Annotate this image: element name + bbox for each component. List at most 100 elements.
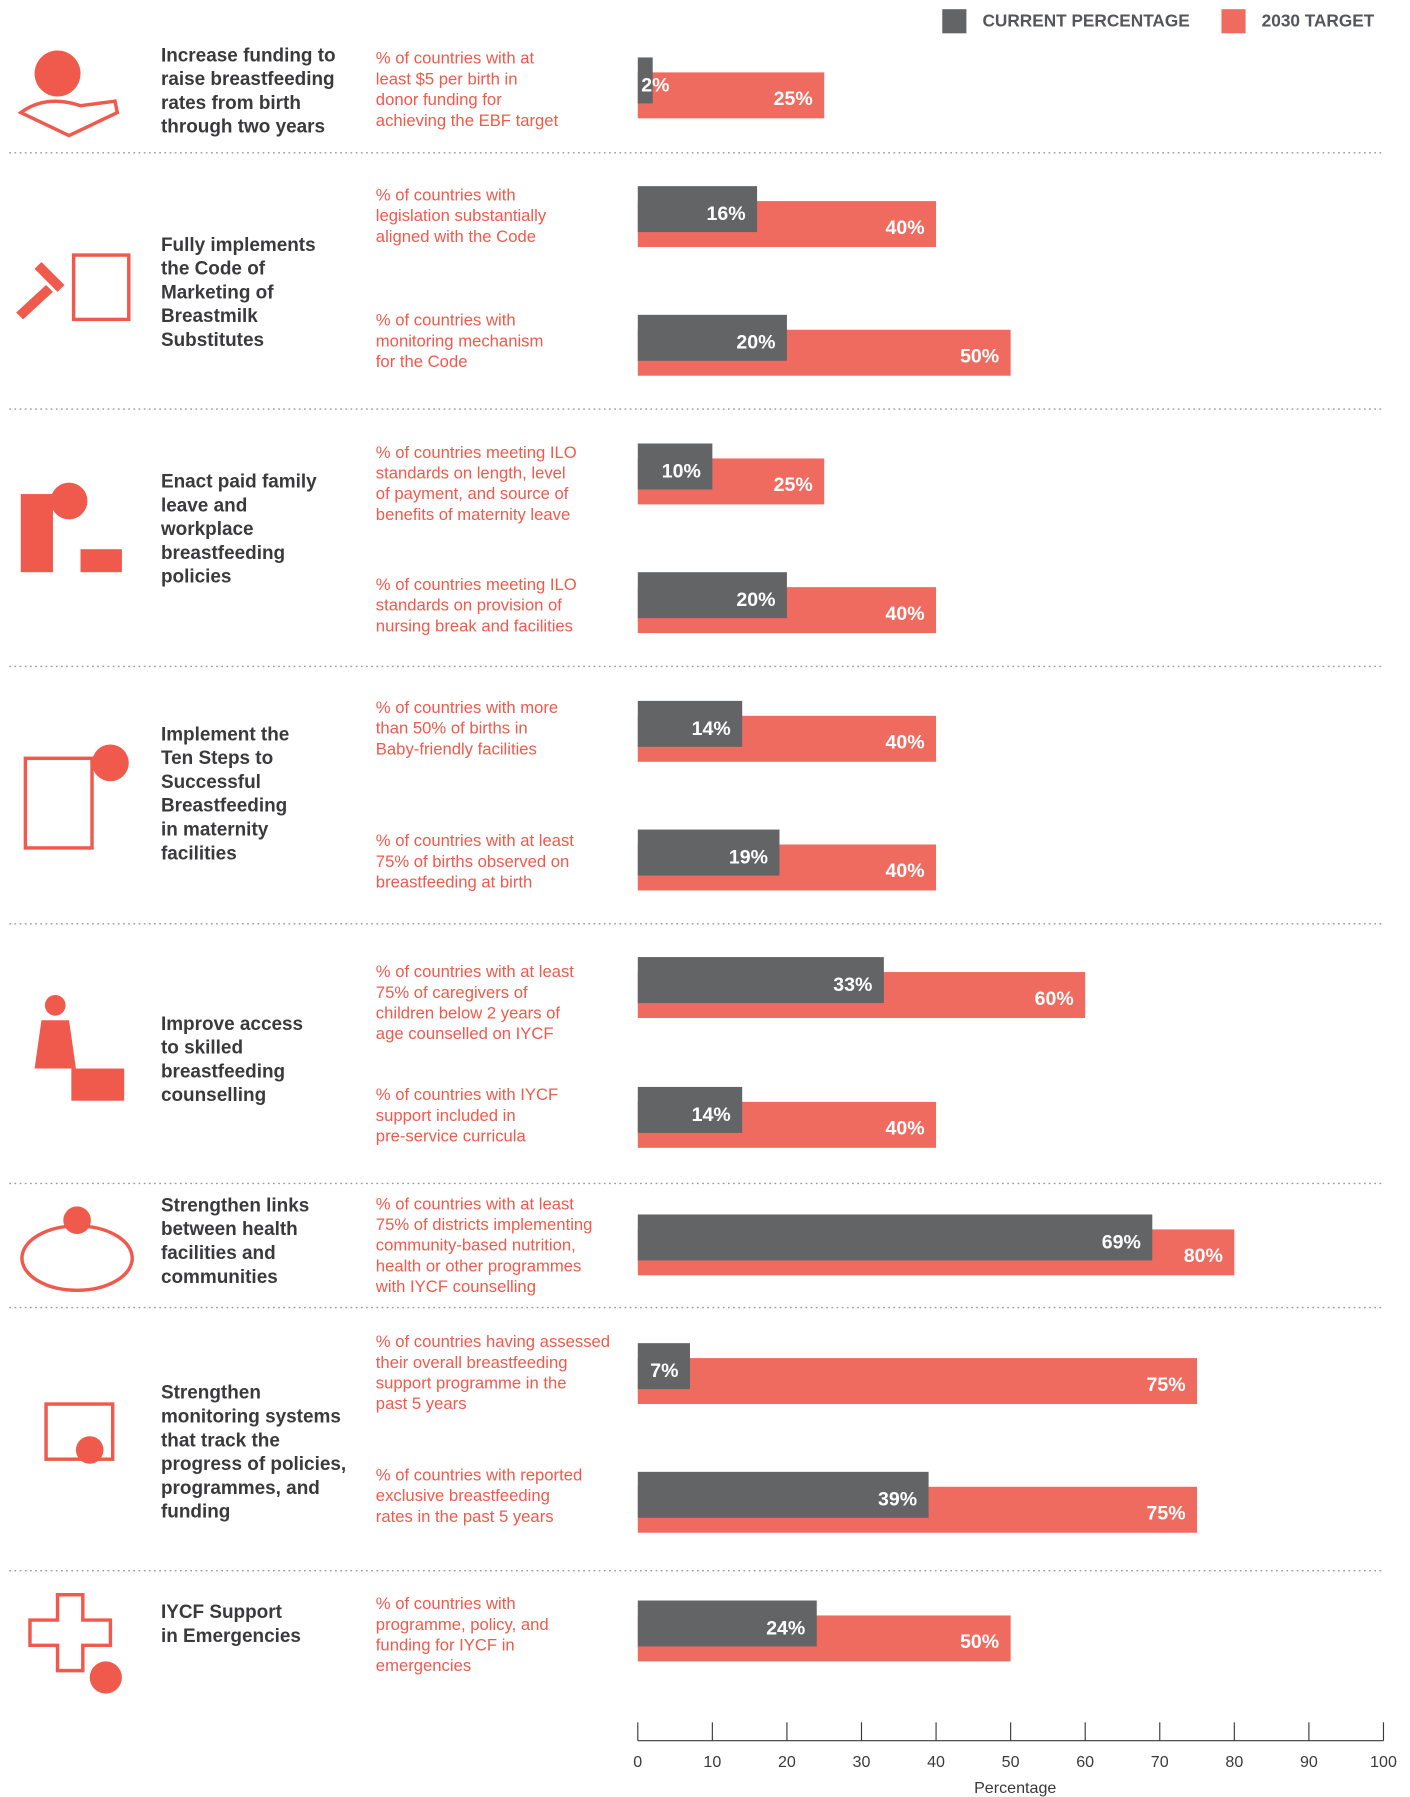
indicator-label-line: % of countries meeting ILO	[376, 443, 577, 462]
icon-cross	[30, 1595, 110, 1671]
group-label: Increase funding to raise breastfeeding ra…	[161, 45, 336, 137]
indicator-label-line: aligned with the Code	[376, 227, 536, 246]
group-label-line: raise breastfeeding	[161, 69, 335, 90]
indicator-label-line: of payment, and source of	[376, 485, 569, 504]
indicator-label-line: past 5 years	[376, 1395, 467, 1414]
group-label-line: Strengthen links	[161, 1195, 309, 1216]
current-value-label: 19%	[729, 846, 768, 868]
indicator-label-line: % of countries with IYCF	[376, 1086, 558, 1105]
indicator-label-line: legislation substantially	[376, 207, 547, 226]
legend-label: 2030 TARGET	[1262, 10, 1375, 30]
group-label-line: communities	[161, 1267, 278, 1288]
target-value-label: 40%	[886, 603, 925, 625]
group-label-line: Successful	[161, 772, 261, 793]
indicator-label-line: 75% of districts implementing	[376, 1215, 593, 1234]
indicator-label-line: age counselled on IYCF	[376, 1025, 554, 1044]
icon-badge	[92, 745, 129, 782]
target-value-label: 40%	[886, 860, 925, 882]
indicator-label-line: nursing break and facilities	[376, 617, 573, 636]
group-label: Strengthen linksbetween healthfacilities…	[161, 1195, 309, 1287]
group-label-line: in maternity	[161, 819, 269, 840]
indicator-label-line: exclusive breastfeeding	[376, 1487, 550, 1506]
x-tick-label: 90	[1300, 1753, 1318, 1771]
group-label-line: Improve access	[161, 1014, 303, 1035]
group-label-line: rates from birth	[161, 93, 301, 114]
group-label-line: in Emergencies	[161, 1626, 301, 1647]
indicator-label-line: rates in the past 5 years	[376, 1507, 554, 1526]
target-value-label: 50%	[960, 1631, 999, 1653]
icon-funding	[35, 51, 81, 97]
icon-seat	[71, 1069, 124, 1101]
x-tick-label: 60	[1076, 1753, 1094, 1771]
indicator-label-line: community-based nutrition,	[376, 1236, 576, 1255]
x-tick-label: 50	[1002, 1753, 1020, 1771]
group-label-line: Marketing of	[161, 282, 274, 303]
indicator-label-line: funding for IYCF in	[376, 1636, 515, 1655]
indicator-label-line: % of countries with at least	[376, 963, 574, 982]
icon-mother	[51, 483, 88, 520]
x-tick-label: 100	[1370, 1753, 1397, 1771]
infographic: CURRENT PERCENTAGE 2030 TARGET Increase fu…	[0, 0, 1410, 1797]
icon-counsellor-body	[35, 1020, 76, 1068]
indicator-label-line: % of countries having assessed	[376, 1333, 610, 1352]
indicator-label-line: children below 2 years of	[376, 1004, 561, 1023]
group-label-line: programmes, and	[161, 1478, 320, 1499]
x-tick-label: 30	[853, 1753, 871, 1771]
indicator-label-line: pre-service curricula	[376, 1127, 527, 1146]
indicator-label-line: 75% of caregivers of	[376, 983, 528, 1002]
indicator-label-line: standards on length, level	[376, 464, 566, 483]
group-label: Implement theTen Steps toSuccessfulBreas…	[161, 724, 289, 864]
current-value-label: 39%	[878, 1489, 917, 1511]
group-label-line: Substitutes	[161, 330, 264, 351]
target-value-label: 75%	[1146, 1503, 1185, 1525]
group-label-line: facilities and	[161, 1243, 276, 1264]
indicator-label-line: achieving the EBF target	[376, 111, 559, 130]
icon-community-center	[63, 1206, 91, 1234]
icon-counsellor	[45, 995, 66, 1016]
group-label-line: breastfeeding	[161, 1061, 285, 1082]
indicator-label: % of countries with at least $5 per birth…	[376, 49, 559, 130]
group-label-line: Increase funding to	[161, 45, 336, 66]
indicator-label-line: than 50% of births in	[376, 719, 528, 738]
target-value-label: 40%	[886, 1118, 925, 1140]
group-label-line: through two years	[161, 117, 325, 138]
icon-gavel	[16, 262, 64, 319]
indicator-label-line: % of countries meeting ILO	[376, 575, 577, 594]
group-label-line: that track the	[161, 1430, 280, 1451]
current-value-label: 14%	[692, 1104, 731, 1126]
current-value-label: 33%	[833, 974, 872, 996]
x-axis-title: Percentage	[974, 1779, 1056, 1797]
indicator-label-line: % of countries with more	[376, 698, 558, 717]
indicator-label-line: support included in	[376, 1106, 516, 1125]
x-tick-label: 0	[633, 1753, 642, 1771]
legend-label: CURRENT PERCENTAGE	[982, 10, 1189, 30]
indicator-label-line: breastfeeding at birth	[376, 873, 532, 892]
group-label-line: Ten Steps to	[161, 748, 273, 769]
x-tick-label: 10	[703, 1753, 721, 1771]
group-label-line: the Code of	[161, 259, 266, 280]
indicator-label-line: % of countries with reported	[376, 1466, 582, 1485]
indicator-label-line: programme, policy, and	[376, 1615, 549, 1634]
x-tick-label: 20	[778, 1753, 796, 1771]
legend-swatch	[1221, 9, 1245, 33]
x-tick-label: 40	[927, 1753, 945, 1771]
indicator-label-line: donor funding for	[376, 91, 502, 110]
group-label-line: workplace	[160, 519, 254, 540]
group-label-line: monitoring systems	[161, 1406, 341, 1427]
indicator-label-line: % of countries with at	[376, 49, 535, 68]
indicator-label-line: least $5 per birth in	[376, 70, 518, 89]
target-value-label: 80%	[1184, 1245, 1223, 1267]
indicator-label: % of countries having assessedtheir over…	[376, 1333, 610, 1414]
indicator-label-line: 75% of births observed on	[376, 852, 570, 871]
group-label: Enact paid familyleave andworkplacebreas…	[160, 472, 317, 588]
legend-swatch	[942, 9, 966, 33]
